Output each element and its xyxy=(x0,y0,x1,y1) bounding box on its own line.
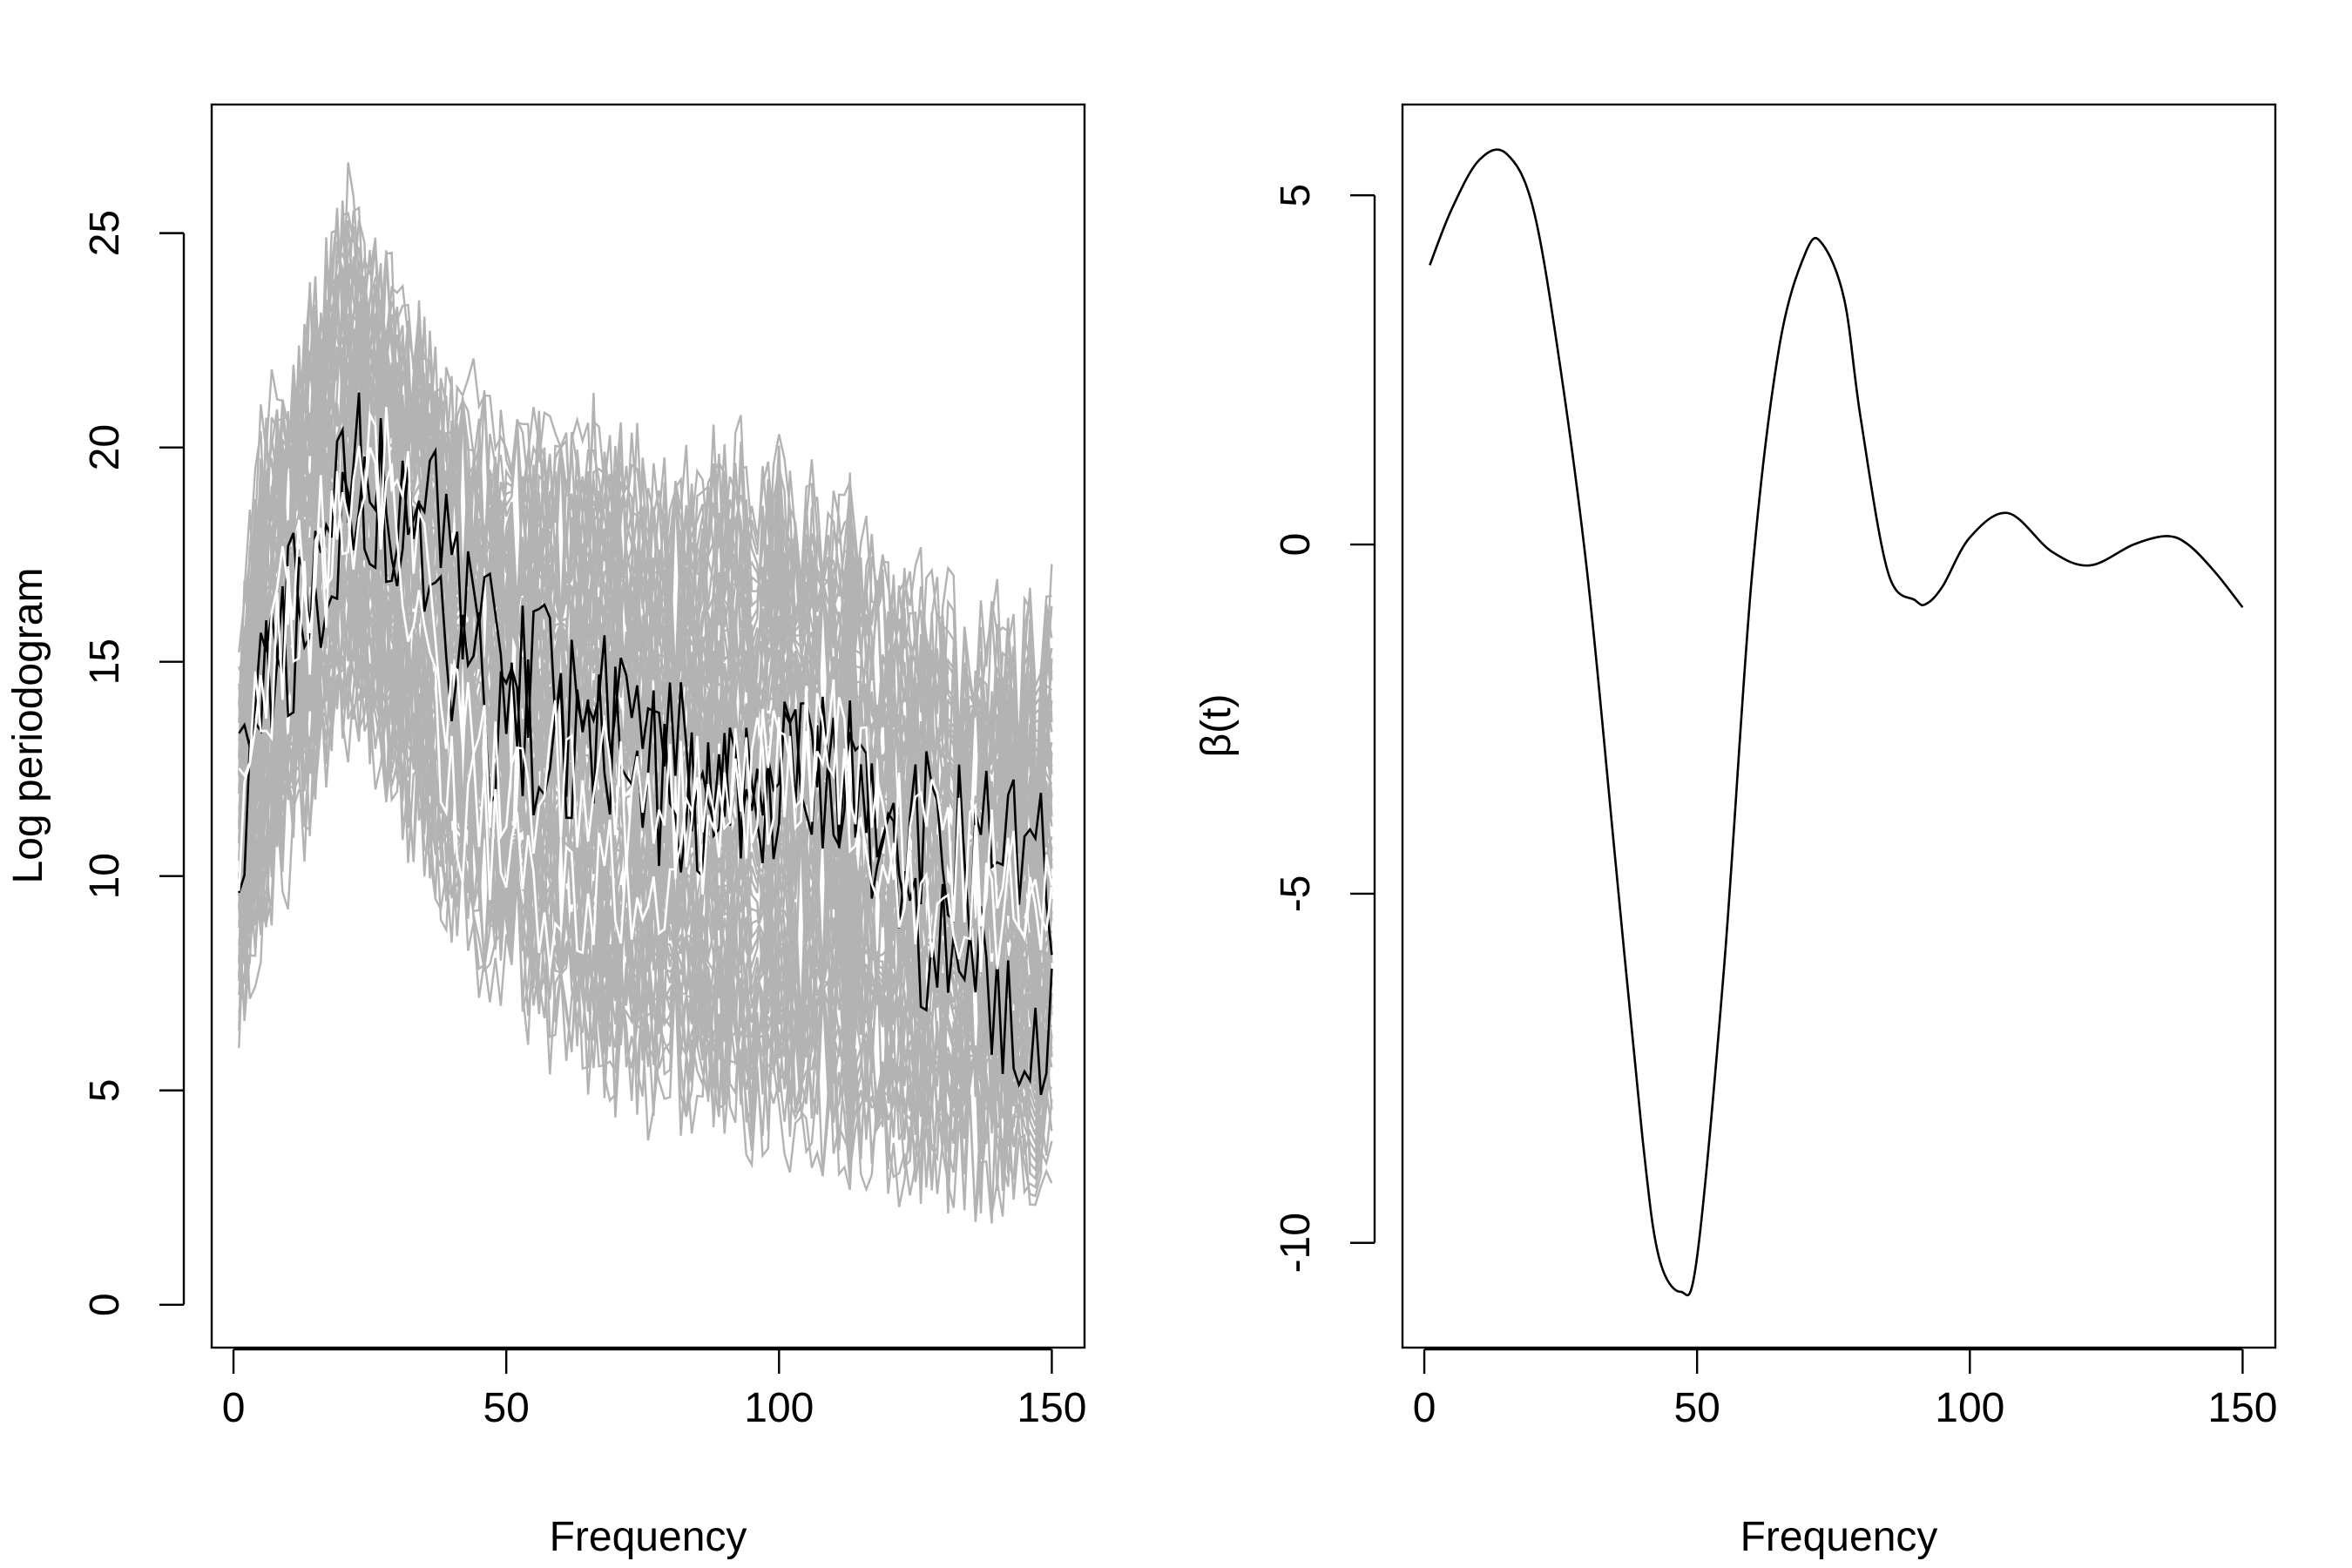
x-axis-label-right: Frequency xyxy=(1740,1514,1938,1560)
y-tick-label: 20 xyxy=(82,424,128,470)
plot-frame-right xyxy=(1401,103,2277,1349)
background-curve xyxy=(238,565,1053,1138)
x-axis-left: 0 50 100 150 xyxy=(222,1348,1086,1431)
highlighted-curve-3 xyxy=(238,407,1053,950)
x-axis-label-left: Frequency xyxy=(550,1514,747,1560)
y-tick-label: -10 xyxy=(1273,1213,1319,1273)
x-tick-label: 150 xyxy=(1017,1385,1086,1431)
background-curve xyxy=(238,220,1053,801)
beta-curve xyxy=(1429,148,2244,1297)
y-tick-label: 10 xyxy=(82,853,128,899)
y-tick-label: 5 xyxy=(1273,184,1319,207)
y-axis-right: -10 -5 0 5 xyxy=(1273,184,1376,1273)
highlighted-curve-4 xyxy=(238,447,1053,973)
beta-panel: 0 50 100 150 -10 -5 0 5 Frequency β(t) xyxy=(1193,103,2277,1560)
y-axis-left: 0 5 10 15 20 25 xyxy=(82,210,186,1316)
x-tick-label: 50 xyxy=(1673,1385,1720,1431)
highlighted-curves xyxy=(238,392,1053,1096)
x-tick-label: 100 xyxy=(744,1385,814,1431)
y-tick-label: 0 xyxy=(1273,533,1319,557)
x-axis-right: 0 50 100 150 xyxy=(1413,1348,2277,1431)
y-tick-label: 0 xyxy=(82,1293,128,1316)
y-axis-label-right: β(t) xyxy=(1193,694,1240,758)
highlighted-curve-1 xyxy=(238,392,1053,956)
y-tick-label: -5 xyxy=(1273,875,1319,913)
background-curve xyxy=(238,509,1053,1087)
y-axis-label-left: Log periodogram xyxy=(5,568,51,884)
x-tick-label: 50 xyxy=(483,1385,529,1431)
y-tick-label: 15 xyxy=(82,639,128,685)
y-tick-label: 25 xyxy=(82,210,128,256)
x-tick-label: 150 xyxy=(2207,1385,2277,1431)
background-curve xyxy=(238,206,1053,757)
x-tick-label: 0 xyxy=(222,1385,246,1431)
y-tick-label: 5 xyxy=(82,1078,128,1102)
x-tick-label: 100 xyxy=(1935,1385,2004,1431)
background-curve xyxy=(238,162,1052,744)
periodogram-panel: 0 50 100 150 0 5 10 15 20 25 Frequency Log perio… xyxy=(5,103,1086,1560)
beta-line xyxy=(1429,148,2244,1297)
x-tick-label: 0 xyxy=(1413,1385,1436,1431)
plot-frame-left xyxy=(210,103,1086,1349)
